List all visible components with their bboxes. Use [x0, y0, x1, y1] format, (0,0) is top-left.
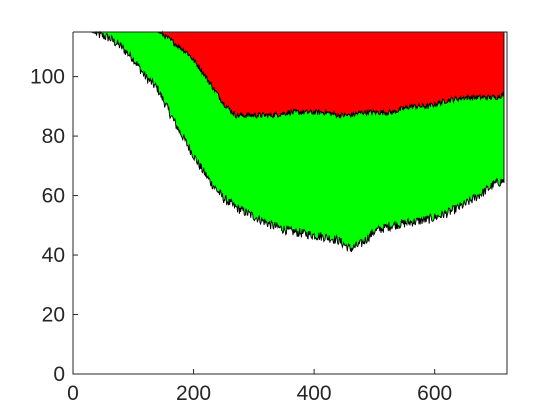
area-band-1 [73, 32, 504, 252]
axes: 0 200 400 600 0 20 40 60 80 100 [30, 31, 508, 405]
area-band-2 [73, 32, 504, 119]
x-tick-label: 0 [67, 382, 79, 405]
y-tick-label: 100 [30, 66, 65, 89]
x-tick-label: 400 [297, 382, 332, 405]
axes-frame [72, 31, 508, 375]
y-tick-label: 0 [53, 363, 65, 386]
x-tick-label: 600 [417, 382, 452, 405]
x-tick-label: 200 [176, 382, 211, 405]
y-tick-label: 60 [42, 185, 65, 208]
y-tick-label: 20 [42, 304, 65, 327]
boundary-line-1 [73, 30, 505, 253]
y-tick-label: 40 [42, 244, 65, 267]
y-tick-label: 80 [42, 125, 65, 148]
plot-area [73, 30, 505, 253]
